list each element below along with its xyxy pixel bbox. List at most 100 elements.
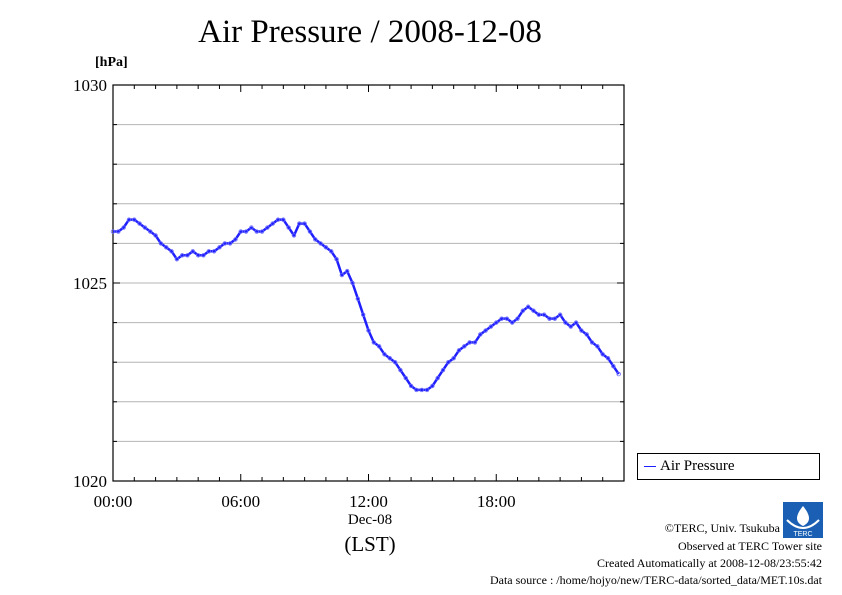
data-point [403,375,408,381]
x-tick-label: 12:00 [349,492,388,511]
data-point [350,280,355,286]
data-point [265,225,270,230]
data-point [329,249,334,254]
data-point [446,360,451,365]
data-point [142,225,148,230]
terc-logo-icon: TERC [783,502,823,538]
data-point [483,328,488,333]
footer-created: Created Automatically at 2008-12-08/23:5… [597,556,822,570]
data-point [382,352,387,357]
data-point [254,229,259,234]
y-tick-label: 1025 [73,274,107,293]
x-tick-label: 00:00 [94,492,133,511]
data-point [504,316,510,321]
data-point [557,312,563,317]
data-point [121,225,126,230]
y-tick-label: 1030 [73,76,107,95]
data-point [360,312,366,317]
data-point [286,225,291,230]
data-point [174,257,180,262]
data-point [270,221,275,226]
data-point [206,249,212,254]
axis-ticks [112,84,625,482]
data-point [435,375,440,381]
data-point [424,387,430,393]
data-point [259,229,265,234]
data-point [467,340,472,345]
data-point [488,324,494,329]
data-point [440,367,446,373]
data-point [227,241,233,246]
data-point [148,229,153,234]
legend: Air Pressure [637,453,820,480]
data-point [515,316,520,321]
x-axis-label: (LST) [344,532,396,556]
data-point [451,356,456,361]
data-point [408,383,414,389]
data-point [605,356,611,361]
x-tick-label: 18:00 [477,492,516,511]
data-point [472,340,478,345]
data-point [573,320,579,325]
data-point [158,241,164,246]
legend-label: Air Pressure [660,458,735,474]
data-point [430,383,435,389]
data-point [355,296,361,302]
data-point [281,217,286,222]
data-point [201,253,206,258]
data-point [595,344,600,349]
data-point [302,221,307,226]
data-point [238,229,243,234]
tick-labels: 1020 1025 1030 00:00 06:00 12:00 18:00 [73,76,516,511]
data-point [563,320,568,325]
data-point [520,308,526,313]
data-point [222,241,227,246]
data-point [398,367,403,373]
data-point [291,233,297,238]
data-point [366,328,371,333]
data-point [318,241,323,246]
data-point [110,229,116,234]
chart-title: Air Pressure / 2008-12-08 [198,14,542,50]
data-point [313,237,318,242]
data-point [478,332,483,337]
data-point [392,360,398,365]
data-point [510,320,515,325]
data-point [233,237,238,242]
data-point [153,233,158,238]
data-point [536,312,542,317]
data-point [414,387,419,393]
data-point [419,387,424,393]
data-point [275,217,281,222]
legend-swatch [644,466,656,467]
series-air-pressure [110,217,621,393]
x-tick-label: 06:00 [221,492,260,511]
y-tick-label: 1020 [73,472,107,491]
data-point [195,253,201,258]
data-point [164,245,169,250]
data-point [323,245,329,250]
footer-observed: Observed at TERC Tower site [677,539,822,553]
data-point [494,320,499,325]
grid-lines [113,124,624,442]
data-point [568,324,573,329]
data-point [616,371,621,377]
data-point [243,229,249,234]
data-point [217,245,222,250]
data-point [387,356,392,361]
data-point [334,257,339,262]
x-axis-date-label: Dec-08 [347,512,393,528]
data-point [345,268,350,274]
data-point [584,332,589,337]
footer-copyright: ©TERC, Univ. Tsukuba [664,521,780,535]
svg-text:TERC: TERC [793,531,812,538]
footer-source: Data source : /home/hojyo/new/TERC-data/… [489,573,822,587]
data-point [132,217,137,222]
data-point [137,221,142,226]
data-point [589,340,595,345]
data-point [307,229,313,234]
data-point [339,272,345,278]
data-point [456,348,462,353]
data-point [169,249,174,254]
